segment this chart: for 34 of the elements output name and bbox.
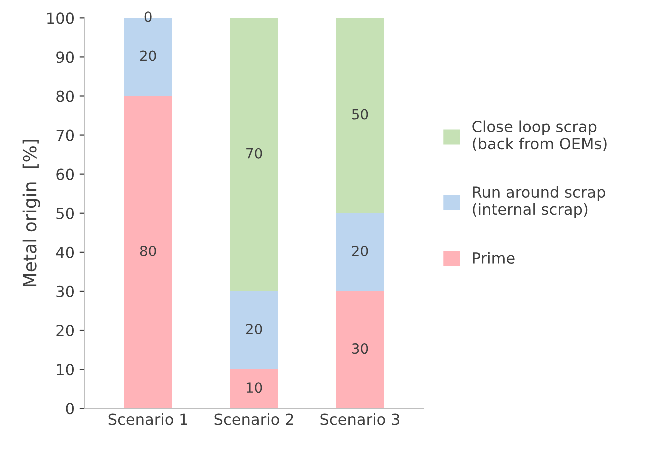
x-tick-label: Scenario 2: [214, 413, 294, 426]
y-tick-label: 20: [56, 324, 74, 337]
data-label: 80: [140, 246, 156, 256]
y-tick-label: 10: [57, 364, 74, 376]
y-tick-label: 70: [56, 130, 74, 142]
x-tick-label: Scenario 1: [108, 413, 188, 426]
x-tick-label: Scenario 3: [320, 413, 400, 426]
y-axis-title: Metal origin [%]: [22, 140, 40, 286]
bar: [230, 18, 278, 292]
data-label: 70: [246, 148, 262, 159]
bar: [124, 96, 172, 409]
data-label: 20: [140, 50, 156, 62]
y-tick-label: 40: [56, 246, 74, 258]
bar: [336, 18, 384, 214]
y-tick-label: 80: [56, 90, 74, 102]
bar: [230, 370, 278, 409]
data-label: 0: [144, 12, 152, 22]
y-tick-label: 100: [48, 12, 74, 24]
legend-label: Prime: [473, 252, 515, 264]
y-tick-label: 60: [56, 168, 74, 180]
y-tick-label: 0: [66, 403, 74, 415]
legend-label: Close loop scrap (back from OEMs): [472, 120, 607, 152]
bar: [336, 213, 384, 292]
y-tick-label: 50: [56, 208, 74, 220]
legend-label: Run around scrap (internal scrap): [473, 186, 606, 218]
data-label: 10: [246, 382, 262, 394]
y-tick-label: 30: [56, 286, 74, 298]
data-label: 50: [352, 109, 368, 120]
y-tick-label: 90: [56, 52, 74, 64]
data-label: 30: [352, 344, 368, 354]
data-label: 20: [246, 324, 262, 335]
bar: [336, 291, 384, 409]
data-label: 20: [352, 246, 368, 256]
bar: [230, 291, 278, 370]
